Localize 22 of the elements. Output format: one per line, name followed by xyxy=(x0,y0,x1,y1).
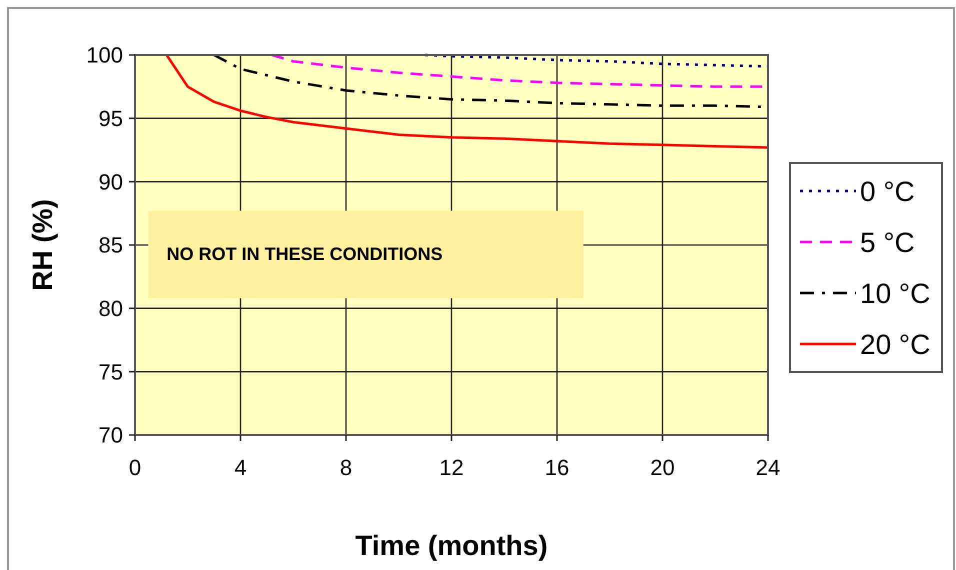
x-tick-label: 0 xyxy=(128,455,142,480)
y-tick-label: 75 xyxy=(98,359,123,384)
x-tick-label: 12 xyxy=(439,455,464,480)
line-series xyxy=(165,54,770,149)
x-axis-title: Time (months) xyxy=(355,530,548,561)
annotation: NO ROT IN THESE CONDITIONS xyxy=(166,244,443,264)
y-tick-label: 70 xyxy=(98,422,123,448)
x-tick-label: 4 xyxy=(234,455,247,480)
y-tick-label: 95 xyxy=(98,106,123,132)
y-axis-title: RH (%) xyxy=(27,199,58,291)
x-tick-label: 8 xyxy=(340,455,352,480)
y-tick-label: 85 xyxy=(98,232,123,258)
y-tick-label: 100 xyxy=(86,42,123,68)
legend-label: 20 °C xyxy=(860,328,930,360)
y-tick-label: 80 xyxy=(98,296,123,322)
x-tick-label: 24 xyxy=(756,455,780,480)
x-tick-label: 20 xyxy=(650,455,675,480)
x-tick-label: 16 xyxy=(544,455,570,480)
y-tick-label: 90 xyxy=(98,169,123,194)
legend-label: 5 °C xyxy=(860,226,915,258)
legend-label: 0 °C xyxy=(860,176,915,207)
legend-label: 10 °C xyxy=(860,278,930,309)
